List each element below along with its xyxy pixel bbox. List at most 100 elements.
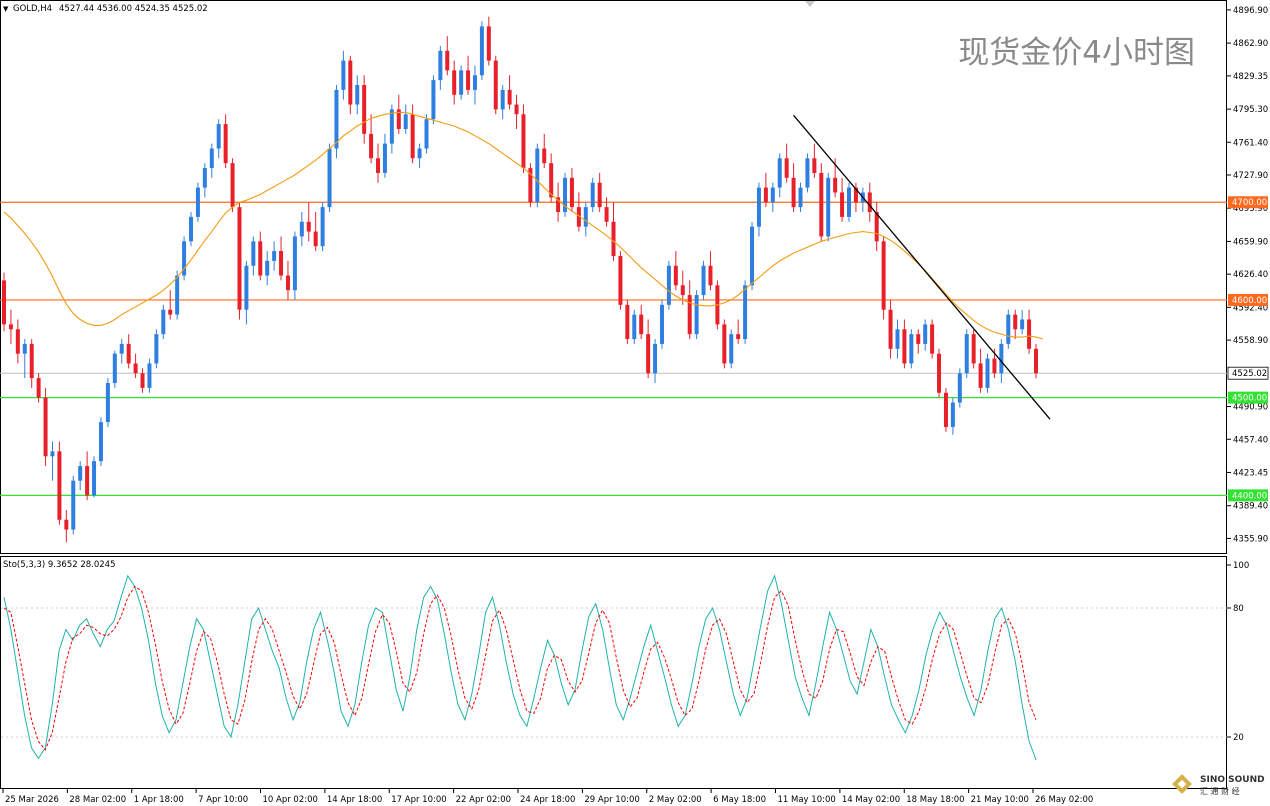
candle-body bbox=[292, 236, 297, 291]
time-tick-label: 28 Mar 02:00 bbox=[69, 795, 126, 805]
candle-body bbox=[777, 158, 782, 188]
candle-body bbox=[2, 280, 6, 325]
level-price-label: 4600.00 bbox=[1232, 296, 1267, 306]
candle-body bbox=[50, 451, 55, 457]
indicator-label: Sto(5,3,3) 9.3652 28.0245 bbox=[3, 560, 115, 570]
stoch-axis-label: 100 bbox=[1233, 561, 1249, 571]
candle-body bbox=[78, 466, 83, 481]
candle-body bbox=[556, 197, 561, 213]
brand-logo: SINO SOUND 汇 通 财 经 bbox=[1172, 774, 1265, 796]
candle-body bbox=[105, 382, 110, 423]
candle-body bbox=[182, 241, 187, 276]
time-tick-label: 17 Apr 10:00 bbox=[391, 795, 446, 805]
candle-body bbox=[265, 260, 270, 276]
moving-average bbox=[3, 111, 1044, 340]
candle-body bbox=[272, 251, 277, 261]
candle-body bbox=[396, 109, 401, 129]
candle-body bbox=[992, 358, 997, 374]
candle-body bbox=[493, 60, 498, 110]
candle-body bbox=[576, 207, 581, 227]
level-price-box bbox=[1228, 196, 1268, 209]
candle-body bbox=[1020, 319, 1025, 330]
candle-body bbox=[937, 353, 942, 393]
trendline[interactable] bbox=[793, 114, 1051, 420]
candle-body bbox=[791, 177, 796, 208]
time-tick-label: 2 May 02:00 bbox=[649, 795, 702, 805]
time-tick-label: 29 Apr 10:00 bbox=[584, 795, 639, 805]
logo-sub-text: 汇 通 财 经 bbox=[1200, 786, 1240, 796]
candle-body bbox=[535, 148, 540, 203]
candle-body bbox=[438, 50, 443, 81]
price-tick-label: 4626.40 bbox=[1233, 270, 1268, 280]
candle-body bbox=[763, 187, 768, 203]
level-price-label: 4400.00 bbox=[1232, 491, 1267, 501]
ohlc-label: 4527.44 4536.00 4524.35 4525.02 bbox=[59, 4, 208, 14]
candle-body bbox=[902, 329, 907, 364]
candle-body bbox=[189, 216, 194, 242]
price-tick-label: 4355.90 bbox=[1233, 534, 1268, 544]
candle-body bbox=[694, 295, 699, 335]
logo-diamond-inner-icon bbox=[1177, 779, 1187, 789]
scroll-marker-icon[interactable] bbox=[805, 1, 815, 7]
candle-body bbox=[92, 461, 97, 496]
candle-body bbox=[722, 324, 727, 364]
candle-body bbox=[909, 334, 914, 364]
candle-body bbox=[750, 226, 755, 286]
candle-body bbox=[230, 163, 235, 208]
chart-menu-arrow-icon[interactable]: ▼ bbox=[3, 5, 9, 13]
candle-body bbox=[756, 187, 761, 227]
candle-body bbox=[659, 304, 664, 344]
candle-body bbox=[867, 192, 872, 213]
candle-body bbox=[743, 285, 748, 340]
candles bbox=[2, 16, 1038, 543]
candle-body bbox=[542, 148, 547, 164]
candle-body bbox=[445, 50, 450, 71]
candle-body bbox=[168, 309, 173, 315]
candle-body bbox=[964, 334, 969, 374]
price-tick-label: 4896.90 bbox=[1233, 6, 1268, 16]
candle-body bbox=[840, 192, 845, 217]
candle-body bbox=[597, 182, 602, 208]
stoch-signal-line bbox=[3, 585, 1037, 751]
candle-body bbox=[299, 221, 304, 237]
candle-body bbox=[389, 109, 394, 144]
stoch-main-line bbox=[3, 574, 1037, 760]
time-tick-label: 11 May 10:00 bbox=[778, 795, 836, 805]
logo-brand-text: SINO SOUND bbox=[1200, 775, 1265, 785]
candle-body bbox=[306, 221, 311, 232]
time-axis: 25 Mar 2026 28 Mar 02:00 1 Apr 18:00 7 Apr … bbox=[2, 789, 1093, 805]
candle-body bbox=[521, 114, 526, 169]
candle-body bbox=[334, 89, 339, 149]
price-tick-label: 4659.90 bbox=[1233, 237, 1268, 247]
candle-body bbox=[424, 119, 429, 149]
candle-body bbox=[1013, 314, 1018, 330]
candle-body bbox=[950, 402, 955, 427]
candle-body bbox=[507, 89, 512, 105]
candle-body bbox=[798, 187, 803, 208]
time-tick-label: 22 Apr 02:00 bbox=[456, 795, 511, 805]
candle-body bbox=[826, 177, 831, 237]
candle-body bbox=[874, 212, 879, 242]
stoch-axis-label: 20 bbox=[1233, 733, 1244, 743]
candle-body bbox=[784, 158, 789, 178]
candle-body bbox=[223, 124, 228, 164]
price-tick-label: 4829.35 bbox=[1233, 72, 1268, 82]
candle-body bbox=[590, 182, 595, 208]
candle-body bbox=[459, 70, 464, 95]
candle-body bbox=[22, 343, 27, 354]
candle-body bbox=[355, 85, 360, 105]
trendline-layer[interactable] bbox=[793, 114, 1051, 420]
price-tick-label: 4423.45 bbox=[1233, 468, 1268, 478]
candle-body bbox=[881, 241, 886, 310]
candle-body bbox=[653, 343, 658, 374]
candle-body bbox=[64, 519, 69, 530]
candle-body bbox=[569, 177, 574, 208]
chart-watermark-title: 现货金价4小时图 bbox=[958, 35, 1195, 71]
candle-body bbox=[8, 324, 13, 330]
candle-body bbox=[126, 343, 131, 364]
candle-body bbox=[805, 158, 810, 188]
candle-body bbox=[147, 363, 152, 388]
time-tick-label: 21 May 10:00 bbox=[971, 795, 1029, 805]
candle-body bbox=[770, 187, 775, 203]
candle-body bbox=[313, 231, 318, 247]
